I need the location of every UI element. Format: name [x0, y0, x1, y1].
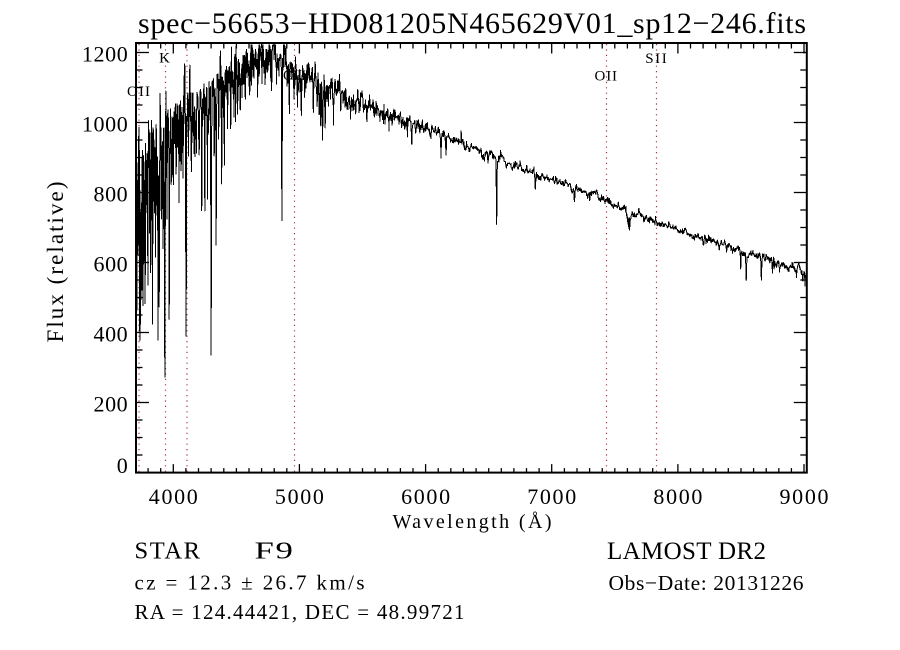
svg-text:1000: 1000	[82, 112, 128, 137]
svg-text:SII: SII	[645, 51, 667, 67]
svg-text:spec−56653−HD081205N465629V01_: spec−56653−HD081205N465629V01_sp12−246.f…	[138, 7, 806, 40]
svg-text:LAMOST DR2: LAMOST DR2	[607, 538, 766, 565]
svg-text:RA = 124.44421, DEC = 48.: RA = 124.44421, DEC = 48.99721	[135, 600, 465, 624]
svg-text:Flux (relative): Flux (relative)	[43, 182, 68, 343]
svg-text:7000: 7000	[527, 484, 576, 509]
svg-text:200: 200	[93, 392, 128, 417]
svg-text:STAR: STAR	[135, 538, 201, 565]
svg-text:F9: F9	[255, 537, 295, 565]
svg-text:8000: 8000	[653, 484, 702, 509]
svg-text:Obs−Date: 20131226: Obs−Date: 20131226	[609, 571, 804, 595]
svg-text:6000: 6000	[401, 484, 450, 509]
svg-text:OII: OII	[127, 84, 150, 100]
svg-text:1200: 1200	[82, 42, 128, 67]
svg-text:800: 800	[93, 182, 128, 207]
svg-text:cz = 12.3 ± 26.7 km/s: cz = 12.3 ± 26.7 km/s	[135, 571, 365, 595]
svg-text:OIII: OIII	[283, 68, 306, 84]
svg-text:5000: 5000	[275, 484, 324, 509]
svg-text:600: 600	[93, 252, 128, 277]
svg-text:Wavelength (Å): Wavelength (Å)	[393, 511, 552, 533]
svg-text:9000: 9000	[780, 484, 829, 509]
svg-text:400: 400	[93, 322, 128, 347]
svg-text:0: 0	[117, 453, 129, 478]
svg-text:OII: OII	[595, 69, 618, 85]
svg-text:K: K	[159, 50, 170, 66]
svg-text:4000: 4000	[149, 484, 198, 509]
